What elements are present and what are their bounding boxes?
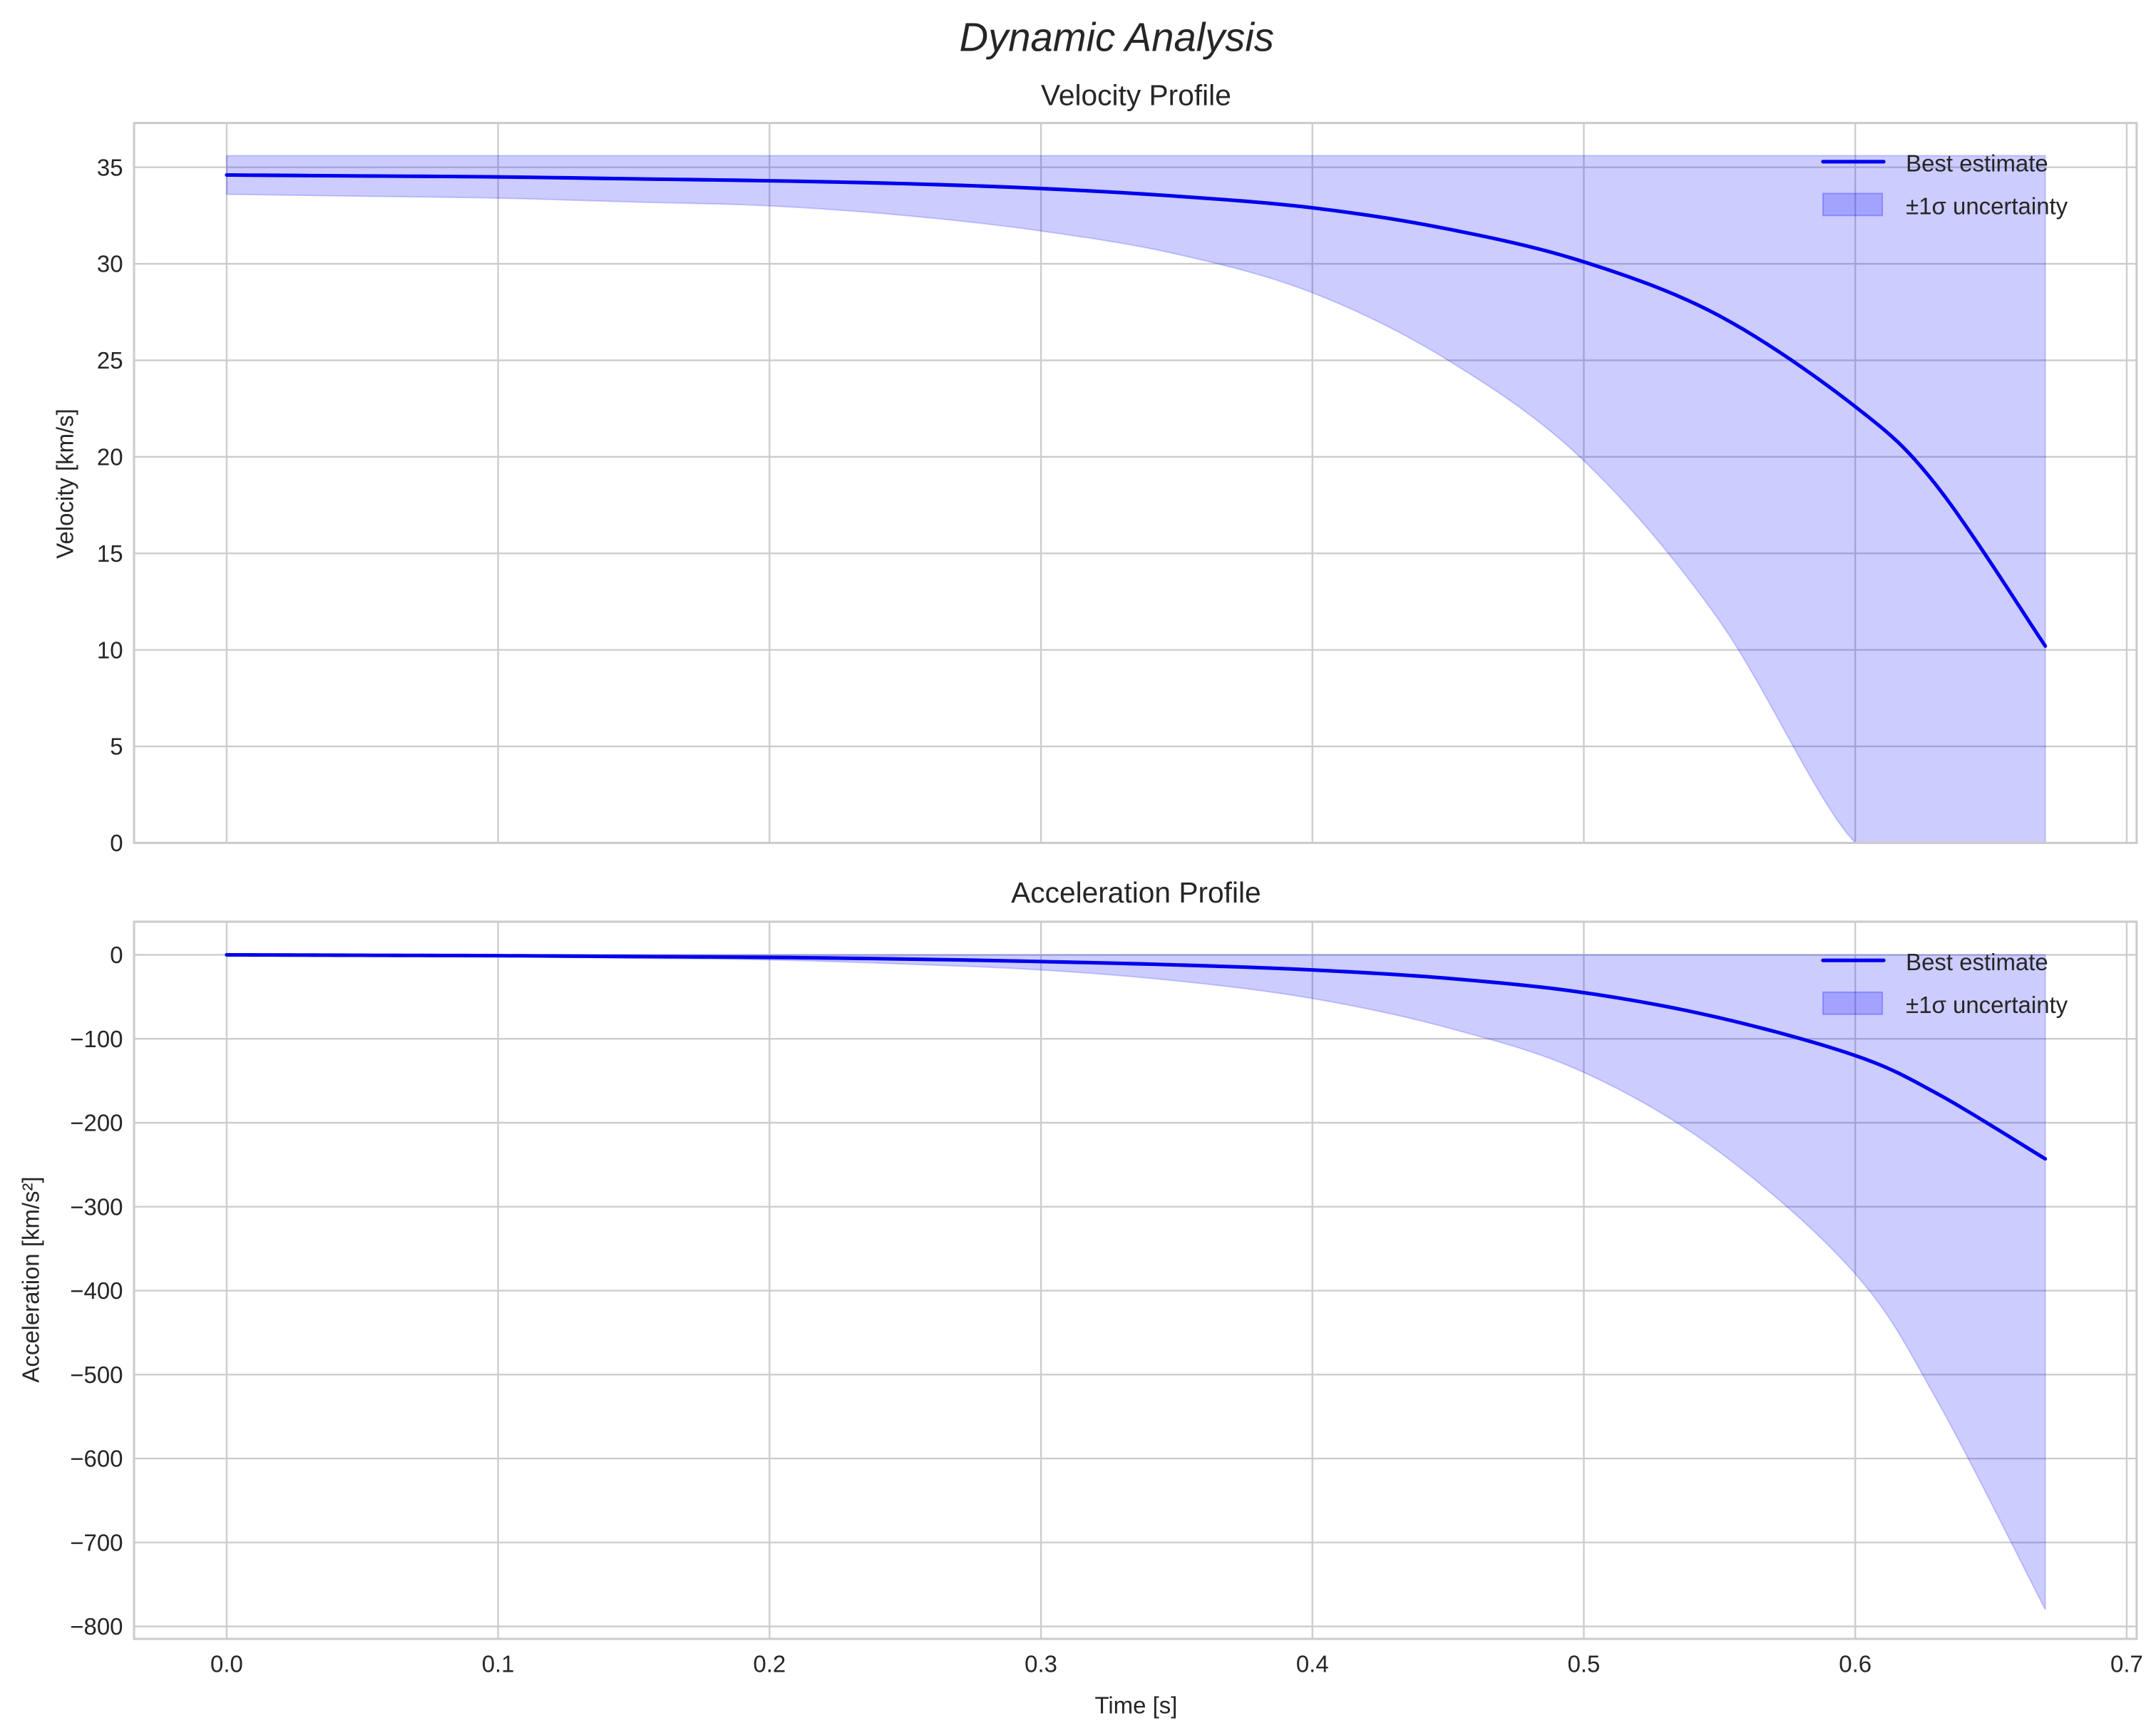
x-tick-label: 0.0 [210,1650,243,1677]
x-tick-label: 0.5 [1568,1650,1601,1677]
acceleration-y-axis-label: Acceleration [km/s²] [17,1176,43,1382]
uncertainty-band [225,155,2046,844]
velocity-legend-band-label: ±1σ uncertainty [1906,192,2068,219]
y-tick-label: −800 [70,1613,123,1640]
velocity-panel: Velocity Profile 0 5 10 15 20 25 30 35 Velocity… [52,78,2138,856]
x-tick-label: 0.2 [753,1650,786,1677]
y-tick-label: 20 [97,443,123,470]
velocity-grid [134,123,2137,844]
time-x-axis-label: Time [s] [1094,1692,1177,1719]
x-tick-label: 0.3 [1025,1650,1057,1677]
y-tick-label: −300 [70,1193,123,1220]
uncertainty-band [226,954,2046,1610]
y-tick-label: −100 [70,1026,123,1052]
x-tick-label: 0.1 [482,1650,515,1677]
acceleration-axes-frame [133,920,2138,1640]
acceleration-panel-title: Acceleration Profile [1011,876,1261,909]
y-tick-label: 15 [97,540,123,567]
x-tick-label: 0.6 [1839,1650,1872,1677]
y-tick-label: 0 [110,830,123,856]
y-tick-label: −200 [70,1110,123,1136]
velocity-panel-title: Velocity Profile [1041,78,1231,111]
best-estimate-line [225,173,2048,648]
legend-band-swatch-icon [1822,991,1884,1015]
velocity-axes-frame [133,121,2138,844]
y-tick-label: 10 [97,637,123,663]
x-tick-label: 0.4 [1296,1650,1329,1677]
velocity-plot-area [225,155,2048,844]
acceleration-y-ticks: 0 −100 −200 −300 −400 −500 −600 −700 −800 [70,942,123,1640]
velocity-y-axis-label: Velocity [km/s] [52,408,78,558]
y-tick-label: −600 [70,1446,123,1472]
best-estimate-line [225,952,2048,1161]
acceleration-legend-band-label: ±1σ uncertainty [1906,992,2068,1018]
acceleration-panel: Acceleration Profile 0 −100 −200 −300 −400 −5… [17,876,2143,1719]
velocity-legend-line-label: Best estimate [1906,150,2048,176]
y-tick-label: −500 [70,1362,123,1388]
y-tick-label: 25 [97,347,123,374]
velocity-legend: Best estimate ±1σ uncertainty [1821,150,2068,219]
time-x-ticks: 0.0 0.1 0.2 0.3 0.4 0.5 0.6 0.7 [210,1650,2143,1677]
y-tick-label: 30 [97,251,123,277]
velocity-y-ticks: 0 5 10 15 20 25 30 35 [97,154,123,856]
legend-band-swatch-icon [1822,192,1884,217]
y-tick-label: −700 [70,1529,123,1555]
acceleration-plot-area [225,952,2048,1610]
figure-title: Dynamic Analysis [960,15,1274,60]
acceleration-legend-line-label: Best estimate [1906,949,2048,975]
acceleration-legend: Best estimate ±1σ uncertainty [1821,949,2068,1018]
y-tick-label: −400 [70,1277,123,1304]
y-tick-label: 5 [110,734,123,760]
x-tick-label: 0.7 [2110,1650,2143,1677]
y-tick-label: 0 [110,942,123,968]
y-tick-label: 35 [97,154,123,180]
